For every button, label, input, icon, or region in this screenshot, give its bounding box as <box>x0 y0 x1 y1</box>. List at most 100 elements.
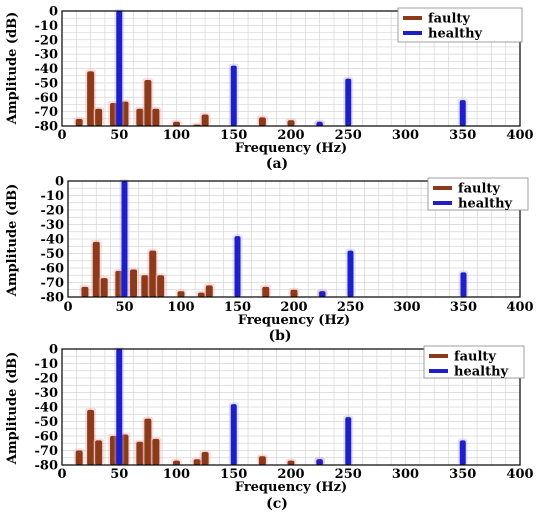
y-axis-label: Amplitude (dB) <box>5 12 20 126</box>
bar-faulty <box>258 117 266 126</box>
bar-faulty <box>95 108 103 126</box>
plot-frame <box>67 180 521 298</box>
bar-faulty <box>121 434 129 465</box>
x-tick-label: 400 <box>506 467 533 482</box>
bar-healthy <box>345 417 352 465</box>
y-tick-label: -80 <box>35 120 59 135</box>
bar-faulty <box>75 118 83 126</box>
x-tick-label: 150 <box>220 128 247 143</box>
y-tick-label: 0 <box>55 175 64 190</box>
bar-healthy <box>116 11 123 126</box>
y-tick-label: -20 <box>35 33 59 48</box>
y-tick-label: -30 <box>35 48 59 63</box>
bar-healthy <box>319 291 326 297</box>
bar-faulty <box>205 285 213 297</box>
bar-faulty <box>149 250 157 297</box>
y-tick-label: -20 <box>35 372 59 387</box>
series-healthy <box>114 347 468 465</box>
y-tick-label: -70 <box>41 276 65 291</box>
grid <box>67 180 521 298</box>
x-tick-label: 300 <box>393 300 420 315</box>
x-tick-label: 400 <box>506 128 533 143</box>
chart-panel-2: 0-10-20-30-40-50-60-70-800 50 100 150 200 250… <box>5 175 534 345</box>
series-faulty <box>73 407 326 465</box>
bar-faulty <box>110 103 118 126</box>
x-tick-label: 100 <box>167 300 194 315</box>
bar-faulty <box>144 80 152 126</box>
bar-faulty <box>287 460 295 465</box>
x-tick-label: 150 <box>224 300 251 315</box>
x-axis-label: Frequency (Hz) <box>235 480 347 495</box>
x-tick-label: 50 <box>115 300 133 315</box>
bar-healthy <box>316 459 323 465</box>
y-tick-label: -50 <box>35 76 59 91</box>
bar-healthy <box>116 349 123 465</box>
legend-box <box>397 7 523 43</box>
y-axis-label: Amplitude (dB) <box>5 184 20 298</box>
x-tick-label: 300 <box>392 128 419 143</box>
bar-faulty <box>173 121 180 126</box>
y-axis: 0-10-20-30-40-50-60-70-80 <box>35 343 59 474</box>
panel-label: (a) <box>266 156 288 172</box>
y-tick-label: -80 <box>41 291 65 306</box>
chart-panel-3: 0-10-20-30-40-50-60-70-800 50 100 150 200 250… <box>5 343 534 513</box>
bar-faulty <box>258 456 266 465</box>
bar-faulty <box>121 101 129 126</box>
plot-frame <box>61 348 521 466</box>
x-tick-label: 200 <box>280 300 307 315</box>
x-tick-label: 100 <box>163 128 190 143</box>
bar-faulty <box>152 438 160 465</box>
y-tick-label: 0 <box>49 5 58 20</box>
legend-label-faulty: faulty <box>454 350 496 365</box>
bar-faulty <box>136 108 144 126</box>
x-tick-label: 200 <box>277 128 304 143</box>
y-tick-label: -10 <box>41 189 65 204</box>
bar-faulty <box>100 278 108 297</box>
x-tick-label: 0 <box>63 300 72 315</box>
legend-label-faulty: faulty <box>428 12 470 27</box>
bar-healthy <box>345 78 352 126</box>
y-tick-label: -50 <box>41 247 65 262</box>
bar-faulty <box>115 270 123 297</box>
x-axis-label: Frequency (Hz) <box>238 313 350 328</box>
y-tick-label: -30 <box>41 218 65 233</box>
bar-healthy <box>121 181 128 297</box>
bar-healthy <box>459 100 466 126</box>
x-tick-label: 350 <box>450 300 477 315</box>
y-axis-label: Amplitude (dB) <box>5 352 20 466</box>
series-healthy <box>114 9 468 126</box>
bar-faulty <box>110 436 118 465</box>
x-tick-label: 250 <box>337 300 364 315</box>
bar-healthy <box>230 404 237 465</box>
panel-label: (b) <box>268 328 291 344</box>
bar-faulty <box>141 275 149 297</box>
y-tick-label: -30 <box>35 386 59 401</box>
panel-label: (c) <box>266 496 288 512</box>
x-tick-label: 50 <box>110 467 128 482</box>
series-faulty <box>79 239 328 297</box>
y-tick-label: -60 <box>35 91 59 106</box>
bar-faulty <box>290 289 298 297</box>
x-axis: 0 50 100 150 200 250 300 350 400 <box>63 300 533 315</box>
legend-label-healthy: healthy <box>458 197 513 212</box>
x-tick-label: 250 <box>335 128 362 143</box>
x-tick-label: 400 <box>506 300 533 315</box>
bar-healthy <box>347 250 354 297</box>
bar-faulty <box>193 459 201 465</box>
x-tick-label: 350 <box>449 128 476 143</box>
y-tick-label: -40 <box>35 62 59 77</box>
bar-healthy <box>234 236 241 297</box>
bar-faulty <box>95 440 103 465</box>
bar-faulty <box>144 418 152 465</box>
bar-faulty <box>130 269 138 297</box>
y-tick-label: -60 <box>35 430 59 445</box>
y-tick-label: -10 <box>35 357 59 372</box>
legend-label-faulty: faulty <box>458 182 500 197</box>
bar-healthy <box>316 121 323 126</box>
x-axis-label: Frequency (Hz) <box>235 141 347 156</box>
x-tick-label: 350 <box>449 467 476 482</box>
